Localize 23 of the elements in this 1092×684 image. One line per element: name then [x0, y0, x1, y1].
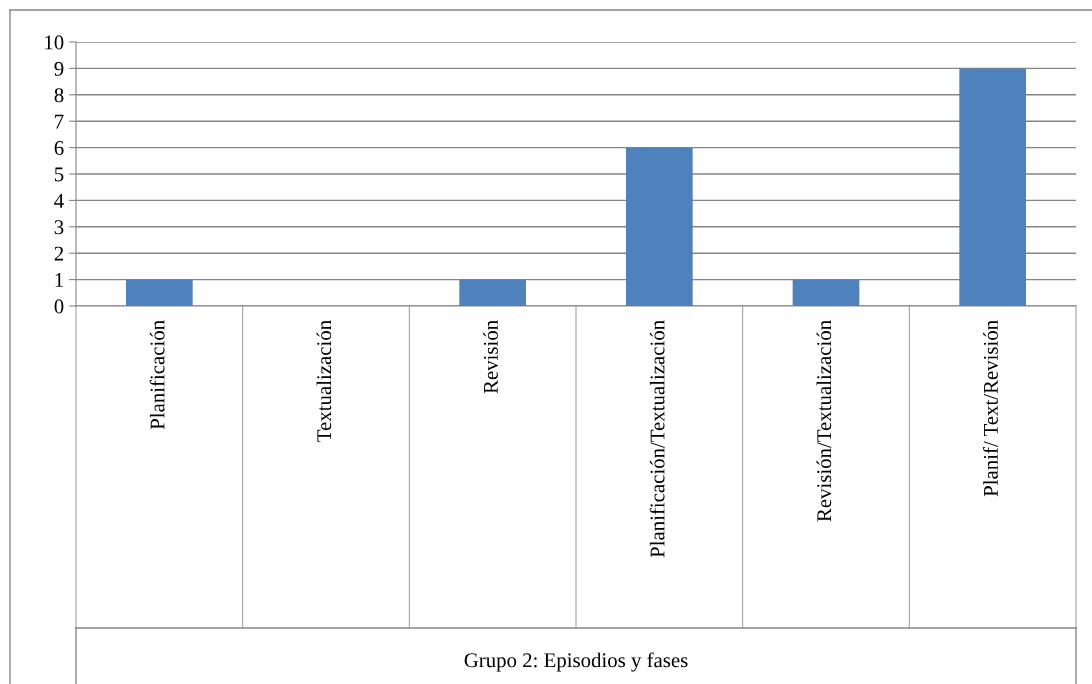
y-tick-label: 1	[55, 273, 63, 287]
y-tick-label: 3	[54, 220, 64, 235]
bar	[959, 68, 1026, 306]
y-tick-label: 10	[45, 35, 64, 50]
y-tick-label: 6	[54, 141, 64, 156]
x-tick-label: Planificación/Textualización	[649, 320, 665, 558]
x-tick-label: Planif/ Text/Revisión	[983, 320, 998, 497]
x-tick-label: Revisión	[483, 320, 498, 394]
bar	[626, 147, 693, 306]
y-tick-label: 7	[55, 114, 64, 129]
y-tick-label: 2	[54, 246, 64, 261]
x-tick-label: Textualización	[316, 320, 332, 442]
y-tick-label: 5	[54, 167, 64, 182]
x-tick-label: Planificación	[149, 320, 165, 430]
bar	[792, 279, 860, 306]
y-tick-label: 0	[54, 299, 64, 314]
x-axis-title: Grupo 2: Episodios y fases	[464, 652, 688, 672]
y-tick-label: 8	[54, 88, 64, 103]
bar	[126, 279, 193, 306]
y-tick-label: 4	[54, 193, 64, 208]
x-tick-label: Revisión/Textualización	[816, 320, 832, 522]
bar	[459, 279, 526, 306]
y-tick-label: 9	[54, 61, 64, 76]
